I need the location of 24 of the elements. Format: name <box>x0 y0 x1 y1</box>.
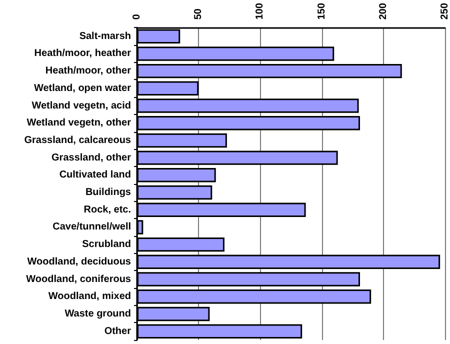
x-tick-label: 100 <box>254 2 266 20</box>
y-tick-label: Wetland vegetn, acid <box>32 100 131 112</box>
x-tick-label: 200 <box>378 2 389 20</box>
y-tick-label: Cultivated land <box>59 170 131 181</box>
y-tick-label: Woodland, mixed <box>48 291 131 302</box>
y-tick-label: Cave/tunnel/well <box>52 222 132 233</box>
y-tick-label: Heath/moor, heather <box>34 48 132 60</box>
y-tick-label: Rock, etc. <box>84 204 132 216</box>
y-tick-label: Wetland, open water <box>34 82 132 94</box>
y-tick-label: Grassland, calcareous <box>24 134 132 146</box>
x-tick-label: 50 <box>193 8 204 20</box>
y-tick-label: Woodland, coniferous <box>26 274 132 285</box>
y-tick-label: Scrubland <box>82 239 131 250</box>
y-tick-label: Waste ground <box>64 308 131 320</box>
y-tick-label: Grassland, other <box>52 152 132 164</box>
y-tick-label: Woodland, deciduous <box>27 256 132 268</box>
y-tick-label: Wetland vegetn, other <box>26 118 132 129</box>
y-tick-label: Other <box>104 326 132 337</box>
y-tick-label: Heath/moor, other <box>45 66 132 77</box>
x-tick-label: 0 <box>132 14 142 20</box>
y-tick-label: Buildings <box>85 187 132 198</box>
y-tick-label: Salt-marsh <box>79 30 131 42</box>
x-tick-label: 250 <box>440 2 450 20</box>
x-tick-label: 150 <box>316 2 328 20</box>
